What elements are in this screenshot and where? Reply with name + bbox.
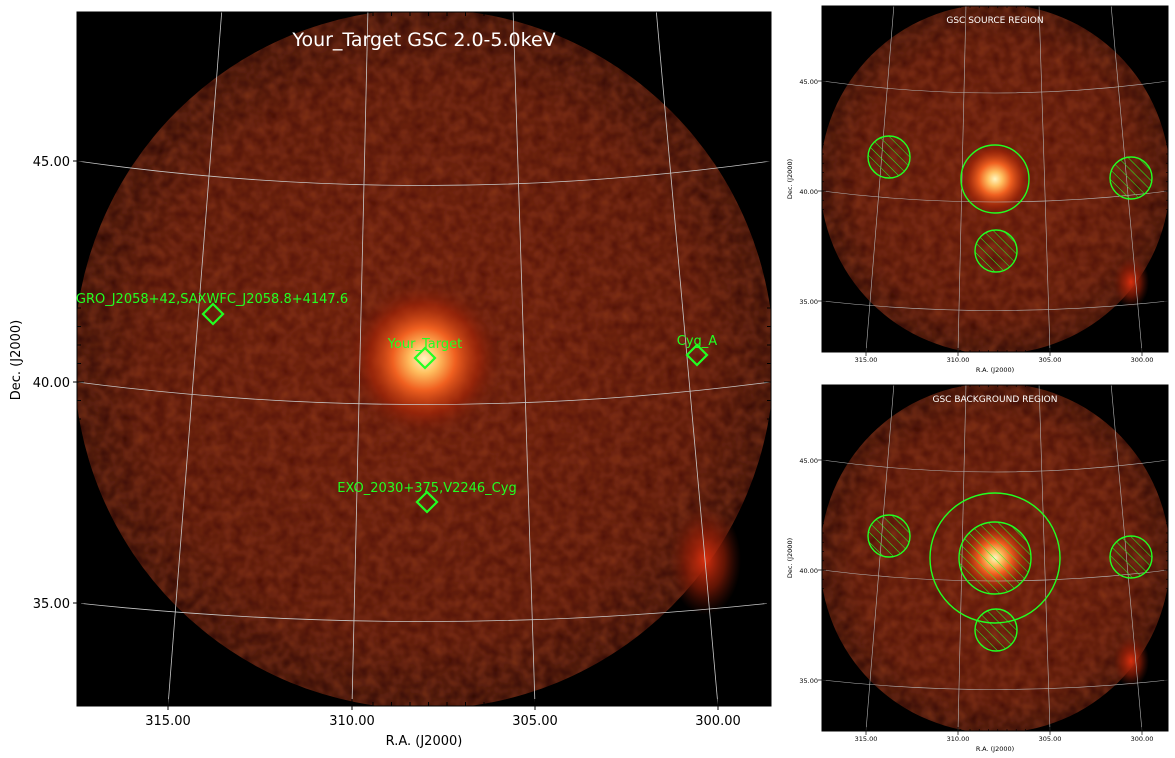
source-grid-dec-45 <box>822 80 1168 94</box>
main-xtick-label: 310.00 <box>329 714 375 729</box>
background-xtick-label: 305.00 <box>1039 735 1062 743</box>
source-panel-title: GSC SOURCE REGION <box>946 16 1043 26</box>
main-plot-frame <box>76 11 772 707</box>
main-panel: GRO_J2058+42,SAXWFC_J2058.8+4147.6 Your_… <box>9 11 772 749</box>
source-ytick-label: 40.00 <box>799 188 818 196</box>
source-xtick-label: 315.00 <box>855 356 878 364</box>
marker-exo-2030 <box>415 490 439 514</box>
background-coordinate-grid <box>822 385 1168 731</box>
background-cyg-emission <box>1113 635 1149 687</box>
source-grid-dec-35 <box>822 300 1168 311</box>
background-excluded-region <box>867 514 911 558</box>
source-x-axis-label: R.A. (J2000) <box>976 366 1014 374</box>
source-regions <box>867 135 1153 273</box>
main-grid-ra-315 <box>167 12 223 706</box>
main-x-tick-labels: 315.00 310.00 305.00 300.00 <box>145 714 741 729</box>
main-grid-dec-40 <box>77 381 771 405</box>
background-grid-ra-305 <box>1038 385 1051 731</box>
background-ytick-label: 35.00 <box>799 677 818 685</box>
main-xtick-label: 305.00 <box>512 714 558 729</box>
main-grid-ra-300 <box>655 12 719 706</box>
source-target-emission <box>955 139 1035 219</box>
source-grid-ra-315 <box>865 6 895 352</box>
source-ytick-label: 35.00 <box>799 298 818 306</box>
source-tick-marks <box>818 6 1168 356</box>
main-title: Your_Target GSC 2.0-5.0keV <box>291 29 555 51</box>
main-ytick-label: 45.00 <box>33 155 70 170</box>
marker-gro-j2058 <box>201 302 225 326</box>
source-coordinate-grid <box>822 6 1168 352</box>
marker-cyg-a <box>685 343 709 367</box>
source-extraction-circle <box>960 144 1030 214</box>
background-y-tick-labels: 45.00 40.00 35.00 <box>799 457 818 685</box>
background-y-axis-label: Dec. (J2000) <box>786 538 794 578</box>
source-grid-ra-305 <box>1038 6 1051 352</box>
background-excluded-region <box>974 608 1018 652</box>
main-ytick-label: 40.00 <box>33 376 70 391</box>
label-gro-j2058: GRO_J2058+42,SAXWFC_J2058.8+4147.6 <box>76 292 348 307</box>
background-xtick-label: 315.00 <box>855 735 878 743</box>
background-x-axis-label: R.A. (J2000) <box>976 745 1014 753</box>
background-plot-frame <box>821 384 1169 732</box>
main-tick-marks <box>73 12 771 710</box>
label-cyg-a: Cyg_A <box>677 334 718 349</box>
source-xtick-label: 305.00 <box>1039 356 1062 364</box>
background-grid-dec-35 <box>822 679 1168 690</box>
main-x-axis-label: R.A. (J2000) <box>386 734 463 749</box>
main-source-labels: GRO_J2058+42,SAXWFC_J2058.8+4147.6 Your_… <box>76 292 717 496</box>
background-x-tick-labels: 315.00 310.00 305.00 300.00 <box>855 735 1154 743</box>
main-xtick-label: 315.00 <box>145 714 191 729</box>
main-source-markers <box>201 302 709 514</box>
marker-your-target <box>413 346 437 370</box>
source-xtick-label: 310.00 <box>947 356 970 364</box>
background-region-panel: GSC BACKGROUND REGION 315.00 310.00 305.… <box>786 384 1169 753</box>
background-xtick-label: 310.00 <box>947 735 970 743</box>
label-your-target: Your_Target <box>387 337 462 352</box>
source-y-tick-labels: 45.00 40.00 35.00 <box>799 78 818 306</box>
background-grid-dec-45 <box>822 459 1168 473</box>
source-grid-ra-310 <box>957 6 967 352</box>
source-ytick-label: 45.00 <box>799 78 818 86</box>
main-image <box>77 12 771 706</box>
main-xtick-label: 300.00 <box>695 714 741 729</box>
background-excluded-region <box>1109 535 1153 579</box>
background-grid-ra-315 <box>865 385 895 731</box>
source-image <box>822 6 1168 352</box>
background-xtick-label: 300.00 <box>1131 735 1154 743</box>
background-regions <box>867 492 1153 652</box>
background-panel-title: GSC BACKGROUND REGION <box>933 395 1058 405</box>
background-excluded-source <box>958 521 1032 595</box>
background-ytick-label: 45.00 <box>799 457 818 465</box>
source-cyg-emission <box>1113 256 1149 308</box>
main-target-emission <box>346 281 502 437</box>
background-ytick-label: 40.00 <box>799 567 818 575</box>
main-y-tick-labels: 45.00 40.00 35.00 <box>33 155 70 612</box>
main-ytick-label: 35.00 <box>33 597 70 612</box>
background-annulus-outer <box>929 492 1061 624</box>
main-grid-dec-45 <box>77 160 771 186</box>
source-plot-frame <box>821 5 1169 353</box>
source-excluded-region <box>1109 156 1153 200</box>
source-y-axis-label: Dec. (J2000) <box>786 159 794 199</box>
source-excluded-region <box>867 135 911 179</box>
source-excluded-region <box>974 229 1018 273</box>
source-x-tick-labels: 315.00 310.00 305.00 300.00 <box>855 356 1154 364</box>
source-region-panel: GSC SOURCE REGION 315.00 310.00 305.00 3… <box>786 5 1169 374</box>
main-y-axis-label: Dec. (J2000) <box>9 320 24 400</box>
main-coordinate-grid <box>77 12 771 706</box>
source-xtick-label: 300.00 <box>1131 356 1154 364</box>
background-tick-marks <box>818 385 1168 735</box>
main-grid-ra-310 <box>351 12 369 706</box>
main-grid-ra-305 <box>512 12 536 706</box>
label-exo-2030: EXO_2030+375,V2246_Cyg <box>337 481 516 496</box>
